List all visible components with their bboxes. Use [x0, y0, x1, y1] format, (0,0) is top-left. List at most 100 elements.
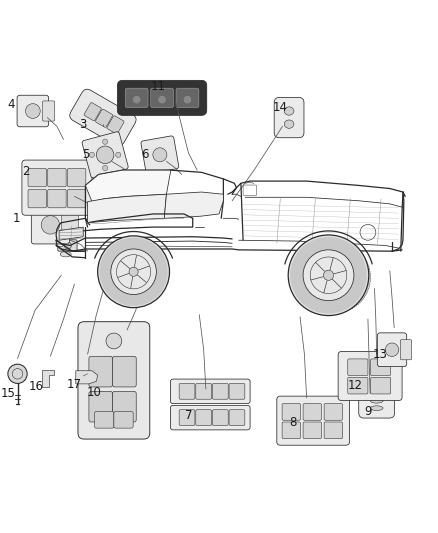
- Circle shape: [98, 236, 170, 308]
- FancyBboxPatch shape: [114, 411, 133, 428]
- Circle shape: [184, 96, 191, 103]
- FancyBboxPatch shape: [67, 168, 86, 187]
- FancyBboxPatch shape: [282, 403, 300, 420]
- FancyBboxPatch shape: [113, 391, 136, 422]
- Ellipse shape: [284, 120, 294, 128]
- Polygon shape: [76, 371, 98, 384]
- Circle shape: [288, 235, 369, 316]
- Circle shape: [133, 96, 140, 103]
- Text: 4: 4: [7, 98, 15, 111]
- FancyBboxPatch shape: [179, 383, 195, 399]
- Text: 15: 15: [0, 387, 15, 400]
- FancyBboxPatch shape: [32, 206, 69, 244]
- Circle shape: [102, 165, 108, 171]
- Circle shape: [96, 146, 114, 164]
- FancyBboxPatch shape: [176, 88, 199, 108]
- FancyBboxPatch shape: [56, 237, 63, 246]
- Circle shape: [303, 250, 354, 301]
- FancyBboxPatch shape: [274, 98, 304, 138]
- FancyBboxPatch shape: [229, 383, 245, 399]
- Circle shape: [116, 152, 121, 157]
- Circle shape: [385, 343, 399, 357]
- FancyBboxPatch shape: [28, 168, 46, 187]
- FancyBboxPatch shape: [324, 422, 343, 439]
- Polygon shape: [164, 192, 223, 219]
- Circle shape: [106, 333, 122, 349]
- FancyBboxPatch shape: [277, 396, 350, 445]
- Circle shape: [8, 364, 27, 383]
- FancyBboxPatch shape: [113, 356, 136, 387]
- Text: 8: 8: [289, 416, 296, 430]
- FancyBboxPatch shape: [359, 391, 395, 418]
- Text: 3: 3: [80, 118, 87, 131]
- Circle shape: [25, 103, 40, 118]
- Circle shape: [41, 216, 60, 234]
- Polygon shape: [85, 170, 171, 201]
- FancyBboxPatch shape: [303, 422, 321, 439]
- FancyBboxPatch shape: [107, 116, 124, 134]
- FancyBboxPatch shape: [151, 88, 173, 108]
- Polygon shape: [88, 194, 166, 223]
- FancyBboxPatch shape: [212, 383, 228, 399]
- FancyBboxPatch shape: [84, 102, 101, 121]
- Text: 6: 6: [141, 148, 148, 161]
- FancyBboxPatch shape: [170, 405, 250, 430]
- FancyBboxPatch shape: [212, 410, 228, 425]
- FancyBboxPatch shape: [58, 240, 77, 251]
- FancyBboxPatch shape: [89, 356, 113, 387]
- Circle shape: [89, 152, 95, 157]
- Circle shape: [153, 148, 167, 162]
- FancyBboxPatch shape: [48, 168, 66, 187]
- Text: 11: 11: [150, 79, 165, 93]
- Ellipse shape: [60, 252, 71, 257]
- Text: 12: 12: [347, 379, 362, 392]
- FancyBboxPatch shape: [371, 359, 391, 376]
- Circle shape: [102, 139, 108, 144]
- Ellipse shape: [284, 107, 294, 115]
- FancyBboxPatch shape: [282, 422, 300, 439]
- Ellipse shape: [370, 406, 383, 410]
- Text: 5: 5: [82, 148, 89, 161]
- FancyBboxPatch shape: [196, 383, 212, 399]
- Text: 1: 1: [13, 212, 21, 225]
- FancyBboxPatch shape: [141, 136, 179, 174]
- FancyBboxPatch shape: [170, 379, 250, 403]
- Circle shape: [323, 270, 334, 280]
- Text: 7: 7: [185, 409, 193, 422]
- Polygon shape: [42, 370, 54, 387]
- FancyBboxPatch shape: [62, 212, 78, 238]
- Ellipse shape: [370, 399, 383, 403]
- FancyBboxPatch shape: [378, 333, 407, 367]
- Text: 9: 9: [364, 405, 372, 417]
- Circle shape: [129, 267, 138, 276]
- Text: 17: 17: [67, 378, 82, 391]
- Circle shape: [111, 249, 156, 295]
- FancyBboxPatch shape: [82, 132, 128, 178]
- FancyBboxPatch shape: [125, 88, 148, 108]
- FancyBboxPatch shape: [22, 160, 92, 215]
- FancyBboxPatch shape: [117, 80, 207, 115]
- FancyBboxPatch shape: [348, 359, 368, 376]
- Circle shape: [159, 96, 166, 103]
- FancyBboxPatch shape: [48, 189, 66, 208]
- FancyBboxPatch shape: [371, 377, 391, 394]
- FancyBboxPatch shape: [303, 403, 321, 420]
- Text: 2: 2: [21, 165, 29, 177]
- FancyBboxPatch shape: [70, 89, 136, 146]
- FancyBboxPatch shape: [229, 410, 245, 425]
- FancyBboxPatch shape: [17, 95, 49, 127]
- Circle shape: [290, 237, 367, 313]
- FancyBboxPatch shape: [95, 411, 114, 428]
- FancyBboxPatch shape: [324, 403, 343, 420]
- Text: 10: 10: [87, 386, 102, 399]
- Text: 13: 13: [373, 349, 388, 361]
- FancyBboxPatch shape: [95, 109, 113, 127]
- FancyBboxPatch shape: [78, 322, 150, 439]
- FancyBboxPatch shape: [42, 101, 55, 121]
- FancyBboxPatch shape: [348, 377, 368, 394]
- Polygon shape: [59, 227, 83, 240]
- FancyBboxPatch shape: [400, 340, 412, 360]
- FancyBboxPatch shape: [28, 189, 46, 208]
- FancyBboxPatch shape: [196, 410, 212, 425]
- FancyBboxPatch shape: [89, 391, 113, 422]
